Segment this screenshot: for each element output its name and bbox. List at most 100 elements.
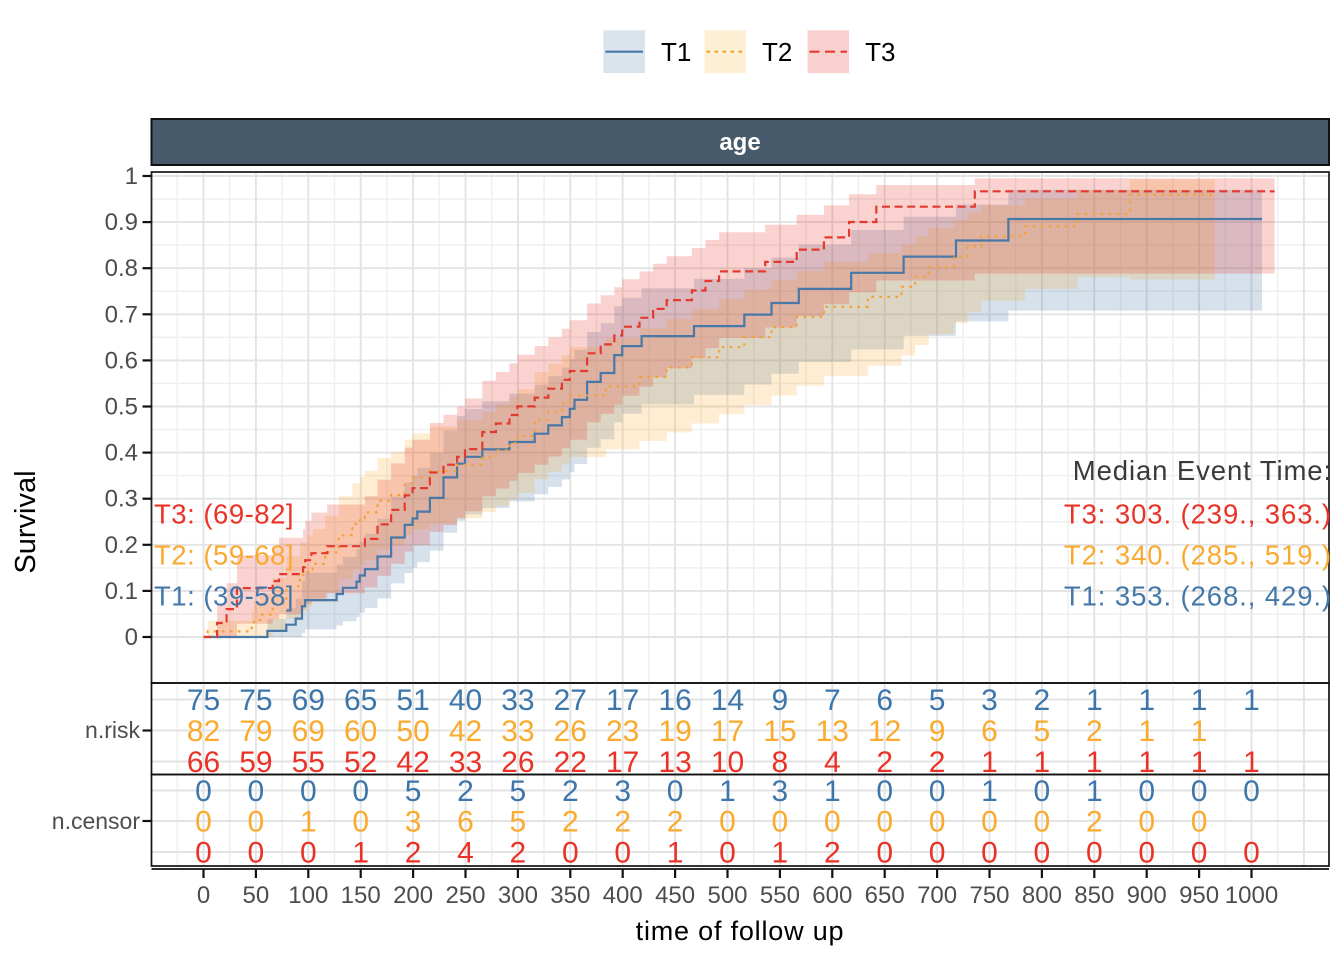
svg-text:1: 1 <box>1138 684 1155 717</box>
svg-text:0: 0 <box>197 882 210 909</box>
svg-text:6: 6 <box>981 715 998 748</box>
svg-text:69: 69 <box>292 684 325 717</box>
svg-text:2: 2 <box>1034 684 1051 717</box>
svg-text:0: 0 <box>562 837 579 870</box>
svg-text:0: 0 <box>1191 837 1208 870</box>
svg-text:Survival: Survival <box>10 470 42 573</box>
svg-text:0.3: 0.3 <box>105 486 138 513</box>
svg-text:0: 0 <box>929 775 946 808</box>
svg-text:T3: 303. (239., 363.): T3: 303. (239., 363.) <box>1064 499 1332 530</box>
svg-text:1: 1 <box>824 775 841 808</box>
svg-text:0: 0 <box>1086 837 1103 870</box>
svg-text:0: 0 <box>352 806 369 839</box>
svg-text:0.5: 0.5 <box>105 394 138 421</box>
svg-text:0: 0 <box>1034 806 1051 839</box>
svg-text:0: 0 <box>929 837 946 870</box>
svg-text:0: 0 <box>125 624 138 651</box>
svg-text:0: 0 <box>614 837 631 870</box>
svg-text:33: 33 <box>501 684 534 717</box>
svg-text:0: 0 <box>300 837 317 870</box>
svg-text:n.risk: n.risk <box>85 717 140 743</box>
svg-text:0: 0 <box>1243 775 1260 808</box>
svg-text:0: 0 <box>195 775 212 808</box>
svg-text:0: 0 <box>719 806 736 839</box>
svg-text:17: 17 <box>606 684 639 717</box>
svg-text:26: 26 <box>501 746 534 779</box>
svg-text:n.censor: n.censor <box>52 808 141 834</box>
svg-text:0: 0 <box>195 837 212 870</box>
svg-text:22: 22 <box>554 746 587 779</box>
svg-text:50: 50 <box>243 882 270 909</box>
svg-text:10: 10 <box>711 746 744 779</box>
svg-text:200: 200 <box>393 882 433 909</box>
svg-text:2: 2 <box>667 806 684 839</box>
svg-text:age: age <box>719 129 760 156</box>
svg-text:1: 1 <box>981 775 998 808</box>
svg-text:14: 14 <box>711 684 744 717</box>
svg-text:5: 5 <box>929 684 946 717</box>
svg-text:3: 3 <box>981 684 998 717</box>
svg-text:66: 66 <box>187 746 220 779</box>
svg-text:100: 100 <box>288 882 328 909</box>
svg-text:0: 0 <box>876 775 893 808</box>
svg-text:0.9: 0.9 <box>105 209 138 236</box>
svg-text:2: 2 <box>824 837 841 870</box>
svg-text:950: 950 <box>1179 882 1219 909</box>
svg-text:40: 40 <box>449 684 482 717</box>
svg-text:850: 850 <box>1074 882 1114 909</box>
svg-text:1: 1 <box>1138 715 1155 748</box>
svg-text:0: 0 <box>772 806 789 839</box>
svg-text:T3: T3 <box>865 37 895 67</box>
svg-text:0: 0 <box>1191 806 1208 839</box>
svg-text:500: 500 <box>707 882 747 909</box>
svg-text:400: 400 <box>603 882 643 909</box>
svg-text:33: 33 <box>449 746 482 779</box>
svg-text:2: 2 <box>1086 806 1103 839</box>
svg-text:1: 1 <box>1191 746 1208 779</box>
svg-text:1: 1 <box>667 837 684 870</box>
svg-text:17: 17 <box>606 746 639 779</box>
svg-text:600: 600 <box>812 882 852 909</box>
svg-text:52: 52 <box>344 746 377 779</box>
svg-text:0.8: 0.8 <box>105 255 138 282</box>
svg-text:1: 1 <box>1138 746 1155 779</box>
svg-text:T2: (59-68]: T2: (59-68] <box>154 540 294 571</box>
svg-text:60: 60 <box>344 715 377 748</box>
svg-text:1: 1 <box>352 837 369 870</box>
svg-text:2: 2 <box>562 806 579 839</box>
svg-text:0: 0 <box>824 806 841 839</box>
svg-text:T3: (69-82]: T3: (69-82] <box>154 499 294 530</box>
svg-text:6: 6 <box>457 806 474 839</box>
svg-text:3: 3 <box>614 775 631 808</box>
svg-text:0: 0 <box>300 775 317 808</box>
svg-text:33: 33 <box>501 715 534 748</box>
svg-text:550: 550 <box>760 882 800 909</box>
svg-text:750: 750 <box>969 882 1009 909</box>
svg-text:59: 59 <box>239 746 272 779</box>
svg-text:250: 250 <box>445 882 485 909</box>
svg-text:0: 0 <box>1138 806 1155 839</box>
svg-text:1: 1 <box>1191 715 1208 748</box>
svg-text:82: 82 <box>187 715 220 748</box>
svg-text:2: 2 <box>510 837 527 870</box>
svg-text:65: 65 <box>344 684 377 717</box>
svg-text:27: 27 <box>554 684 587 717</box>
svg-text:300: 300 <box>498 882 538 909</box>
svg-text:0: 0 <box>1243 837 1260 870</box>
svg-text:12: 12 <box>868 715 901 748</box>
svg-text:1: 1 <box>772 837 789 870</box>
svg-text:2: 2 <box>1086 715 1103 748</box>
svg-text:6: 6 <box>876 684 893 717</box>
svg-text:2: 2 <box>405 837 422 870</box>
svg-text:1: 1 <box>1191 684 1208 717</box>
svg-text:4: 4 <box>824 746 841 779</box>
svg-text:55: 55 <box>292 746 325 779</box>
svg-text:450: 450 <box>655 882 695 909</box>
svg-text:T1: (39-58]: T1: (39-58] <box>154 581 294 612</box>
svg-text:900: 900 <box>1127 882 1167 909</box>
svg-text:9: 9 <box>929 715 946 748</box>
svg-text:800: 800 <box>1022 882 1062 909</box>
svg-text:50: 50 <box>396 715 429 748</box>
svg-text:0: 0 <box>1034 775 1051 808</box>
svg-text:150: 150 <box>341 882 381 909</box>
